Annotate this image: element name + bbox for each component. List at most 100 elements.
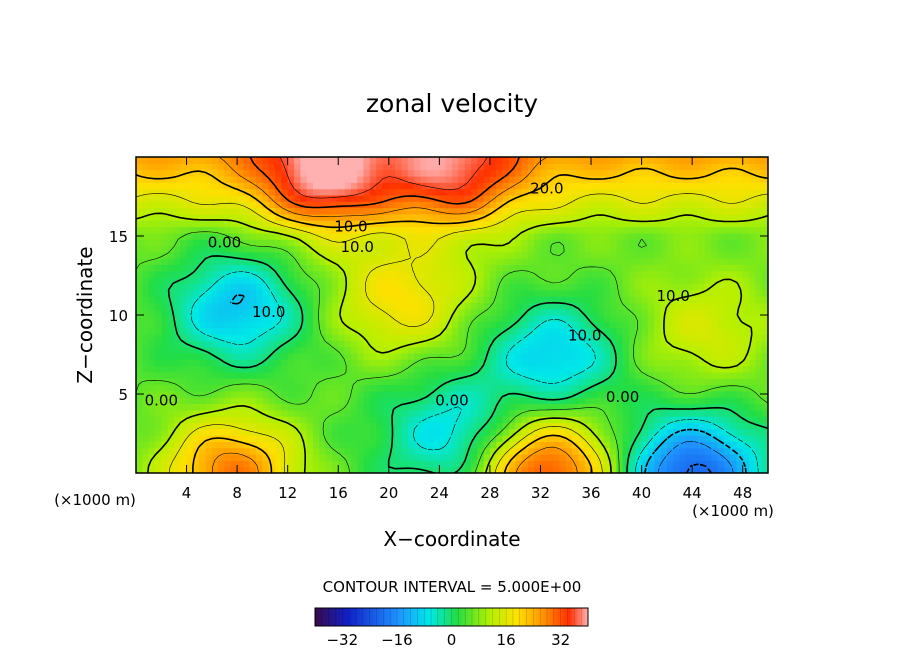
field-cell bbox=[711, 283, 719, 291]
field-cell bbox=[262, 327, 270, 335]
field-cell bbox=[230, 435, 238, 442]
field-cell bbox=[553, 346, 561, 354]
field-cell bbox=[382, 447, 390, 455]
field-cell bbox=[224, 296, 232, 303]
field-cell bbox=[660, 258, 668, 266]
field-cell bbox=[723, 188, 731, 196]
field-cell bbox=[692, 289, 700, 297]
field-cell bbox=[230, 346, 238, 354]
field-cell bbox=[692, 194, 700, 202]
field-cell bbox=[173, 163, 181, 171]
field-cell bbox=[755, 321, 763, 329]
field-cell bbox=[559, 340, 567, 348]
field-cell bbox=[470, 340, 478, 348]
field-cell bbox=[312, 277, 320, 284]
field-cell bbox=[281, 378, 289, 386]
field-cell bbox=[546, 239, 554, 247]
field-cell bbox=[578, 441, 586, 449]
field-cell bbox=[180, 163, 188, 171]
field-cell bbox=[445, 409, 453, 417]
field-cell bbox=[730, 169, 737, 177]
field-cell bbox=[553, 264, 561, 272]
field-cell bbox=[414, 308, 421, 316]
field-cell bbox=[692, 466, 700, 473]
field-cell bbox=[572, 264, 579, 272]
field-cell bbox=[433, 409, 440, 417]
field-cell bbox=[256, 390, 263, 398]
field-cell bbox=[287, 352, 295, 360]
field-cell bbox=[717, 435, 725, 442]
field-cell bbox=[439, 226, 447, 234]
field-cell bbox=[344, 428, 352, 436]
field-cell bbox=[654, 352, 662, 360]
field-cell bbox=[148, 416, 156, 424]
field-cell bbox=[167, 296, 175, 303]
field-cell bbox=[723, 207, 731, 215]
field-cell bbox=[199, 422, 207, 430]
field-cell bbox=[723, 359, 731, 367]
field-cell bbox=[142, 365, 150, 373]
field-cell bbox=[154, 182, 162, 190]
field-cell bbox=[275, 378, 282, 386]
field-cell bbox=[148, 428, 156, 436]
field-cell bbox=[647, 232, 655, 240]
field-cell bbox=[527, 239, 535, 247]
field-cell bbox=[458, 397, 466, 405]
field-cell bbox=[704, 232, 712, 240]
field-cell bbox=[445, 277, 453, 284]
field-cell bbox=[180, 157, 188, 164]
field-cell bbox=[578, 378, 586, 386]
field-cell bbox=[603, 220, 611, 228]
field-cell bbox=[350, 333, 358, 341]
field-cell bbox=[426, 207, 434, 215]
field-cell bbox=[357, 384, 365, 392]
field-cell bbox=[230, 251, 238, 259]
field-cell bbox=[730, 435, 737, 442]
field-cell bbox=[660, 296, 668, 303]
field-cell bbox=[262, 213, 270, 221]
field-cell bbox=[559, 321, 567, 329]
field-cell bbox=[395, 169, 403, 177]
field-cell bbox=[546, 213, 554, 221]
field-cell bbox=[180, 390, 188, 398]
field-cell bbox=[673, 175, 681, 183]
field-cell bbox=[704, 333, 712, 341]
field-cell bbox=[350, 466, 358, 473]
field-cell bbox=[420, 340, 428, 348]
field-cell bbox=[578, 390, 586, 398]
field-cell bbox=[294, 346, 301, 354]
field-cell bbox=[692, 441, 700, 449]
field-cell bbox=[199, 245, 207, 253]
field-cell bbox=[483, 397, 491, 405]
field-cell bbox=[142, 384, 150, 392]
field-cell bbox=[452, 403, 459, 411]
field-cell bbox=[647, 157, 655, 164]
field-cell bbox=[395, 384, 403, 392]
field-cell bbox=[521, 220, 529, 228]
field-cell bbox=[660, 157, 668, 164]
field-cell bbox=[736, 264, 744, 272]
field-cell bbox=[527, 277, 535, 284]
field-cell bbox=[603, 258, 611, 266]
field-cell bbox=[180, 460, 188, 468]
field-cell bbox=[319, 340, 327, 348]
field-cell bbox=[433, 169, 440, 177]
field-cell bbox=[325, 454, 333, 461]
field-cell bbox=[591, 283, 598, 291]
field-cell bbox=[243, 390, 251, 398]
field-cell bbox=[281, 188, 289, 196]
field-cell bbox=[597, 447, 605, 455]
field-cell bbox=[300, 264, 308, 272]
field-cell bbox=[711, 340, 719, 348]
field-cell bbox=[755, 447, 763, 455]
field-cell bbox=[679, 390, 687, 398]
field-cell bbox=[192, 333, 200, 341]
field-cell bbox=[237, 270, 245, 278]
field-cell bbox=[723, 194, 731, 202]
field-cell bbox=[711, 466, 719, 473]
field-cell bbox=[211, 302, 219, 310]
field-cell bbox=[407, 289, 415, 297]
field-cell bbox=[559, 315, 567, 322]
field-cell bbox=[521, 232, 529, 240]
field-cell bbox=[376, 226, 384, 234]
